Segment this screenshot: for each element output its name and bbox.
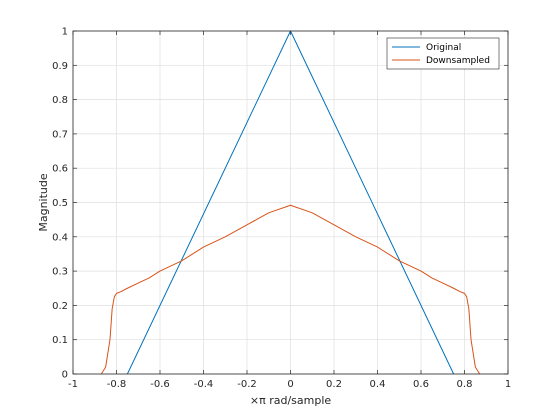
y-tick-label: 0.2 bbox=[52, 301, 68, 312]
tick-labels: -1 -0.8 -0.6 -0.4 -0.2 0 0.2 0.4 0.6 0.8 1 0 0.1 0.2 0… bbox=[52, 27, 511, 391]
legend-box bbox=[386, 37, 500, 70]
ticks bbox=[72, 30, 509, 375]
y-tick-label: 0.5 bbox=[52, 198, 68, 209]
y-tick-label: 0.8 bbox=[52, 95, 68, 106]
y-tick-label: 0.4 bbox=[52, 232, 68, 243]
y-tick-label: 0 bbox=[62, 370, 68, 381]
x-axis-label: ×π rad/sample bbox=[250, 394, 332, 407]
x-tick-label: 0 bbox=[287, 379, 293, 390]
legend-label-downsampled: Downsampled bbox=[426, 56, 490, 66]
y-tick-label: 0.3 bbox=[52, 267, 68, 278]
x-tick-label: -0.6 bbox=[150, 379, 170, 390]
y-tick-label: 0.7 bbox=[52, 129, 68, 140]
x-tick-label: -1 bbox=[68, 379, 78, 390]
x-tick-label: 0.8 bbox=[457, 379, 473, 390]
x-tick-label: 0.4 bbox=[370, 379, 386, 390]
x-tick-label: 1 bbox=[505, 379, 511, 390]
legend-label-original: Original bbox=[426, 43, 461, 53]
y-tick-label: 0.9 bbox=[52, 61, 68, 72]
y-tick-label: 0.1 bbox=[52, 335, 68, 346]
x-tick-label: -0.8 bbox=[107, 379, 127, 390]
y-tick-label: 1 bbox=[62, 27, 68, 38]
x-tick-label: -0.4 bbox=[194, 379, 214, 390]
series-line-downsampled bbox=[100, 204, 481, 375]
x-tick-label: -0.2 bbox=[237, 379, 257, 390]
x-tick-label: 0.6 bbox=[413, 379, 429, 390]
x-tick-label: 0.2 bbox=[326, 379, 342, 390]
y-axis-label: Magnitude bbox=[37, 173, 50, 232]
y-tick-label: 0.6 bbox=[52, 164, 68, 175]
legend: Original Downsampled bbox=[386, 37, 500, 70]
